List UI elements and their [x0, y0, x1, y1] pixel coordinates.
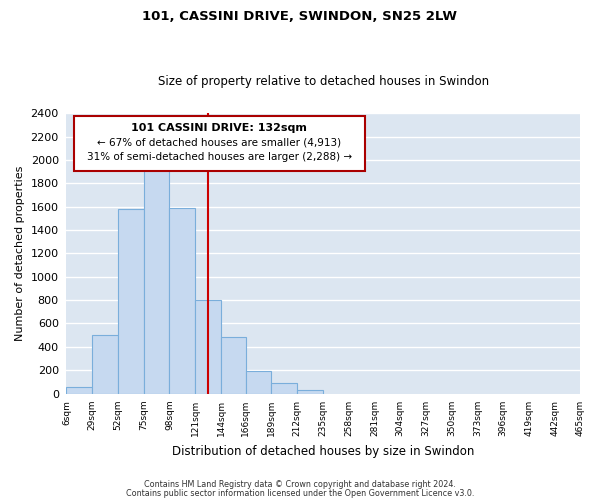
Text: Contains HM Land Registry data © Crown copyright and database right 2024.: Contains HM Land Registry data © Crown c…: [144, 480, 456, 489]
Y-axis label: Number of detached properties: Number of detached properties: [15, 166, 25, 341]
Bar: [92, 335, 118, 394]
Bar: [271, 383, 297, 394]
Bar: [169, 208, 195, 394]
Bar: [195, 300, 221, 394]
Bar: [144, 166, 169, 394]
Bar: [118, 209, 144, 394]
Bar: [245, 372, 271, 394]
Bar: [67, 387, 92, 394]
Text: 101 CASSINI DRIVE: 132sqm: 101 CASSINI DRIVE: 132sqm: [131, 123, 307, 133]
Bar: [221, 338, 245, 394]
Text: ← 67% of detached houses are smaller (4,913): ← 67% of detached houses are smaller (4,…: [97, 138, 341, 148]
FancyBboxPatch shape: [74, 116, 365, 170]
Text: 101, CASSINI DRIVE, SWINDON, SN25 2LW: 101, CASSINI DRIVE, SWINDON, SN25 2LW: [143, 10, 458, 23]
X-axis label: Distribution of detached houses by size in Swindon: Distribution of detached houses by size …: [172, 444, 475, 458]
Text: 31% of semi-detached houses are larger (2,288) →: 31% of semi-detached houses are larger (…: [87, 152, 352, 162]
Text: Contains public sector information licensed under the Open Government Licence v3: Contains public sector information licen…: [126, 488, 474, 498]
Bar: [297, 390, 323, 394]
Title: Size of property relative to detached houses in Swindon: Size of property relative to detached ho…: [158, 76, 489, 88]
